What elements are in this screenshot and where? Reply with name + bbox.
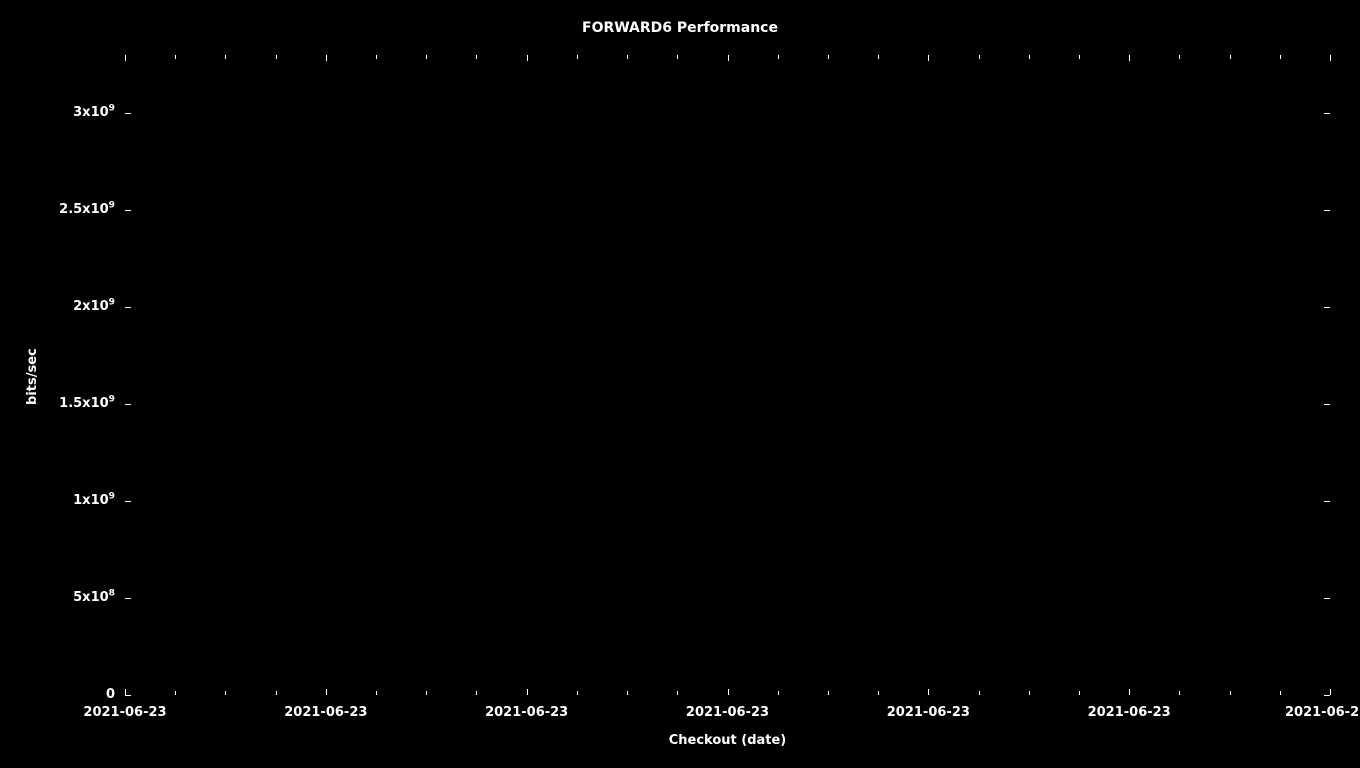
y-tick-label: 1.5x109 <box>59 396 115 411</box>
y-tick-mark <box>1324 210 1330 211</box>
y-tick-mark <box>1324 598 1330 599</box>
x-tick-label: 2021-06-23 <box>266 705 386 720</box>
x-tick-mark <box>326 689 327 695</box>
x-minor-tick-mark <box>1029 55 1030 59</box>
x-tick-label: 2021-06-23 <box>668 705 788 720</box>
x-minor-tick-mark <box>828 55 829 59</box>
x-minor-tick-mark <box>1079 691 1080 695</box>
x-tick-label: 2021-06-23 <box>65 705 185 720</box>
x-tick-mark <box>125 55 126 61</box>
x-tick-mark <box>1129 55 1130 61</box>
y-axis-label: bits/sec <box>25 348 40 405</box>
x-minor-tick-mark <box>1179 691 1180 695</box>
y-tick-mark <box>1324 695 1330 696</box>
x-minor-tick-mark <box>476 55 477 59</box>
y-tick-mark <box>1324 113 1330 114</box>
x-tick-mark <box>326 55 327 61</box>
y-tick-label: 0 <box>106 687 115 702</box>
y-tick-label: 3x109 <box>73 105 115 120</box>
x-minor-tick-mark <box>1230 55 1231 59</box>
y-tick-label: 2.5x109 <box>59 202 115 217</box>
x-minor-tick-mark <box>627 55 628 59</box>
x-tick-mark <box>527 689 528 695</box>
x-minor-tick-mark <box>376 691 377 695</box>
x-axis-label: Checkout (date) <box>125 733 1330 748</box>
x-tick-label: 2021-06-23 <box>868 705 988 720</box>
y-tick-label: 1x109 <box>73 493 115 508</box>
y-tick-mark <box>125 113 131 114</box>
x-tick-mark <box>928 689 929 695</box>
y-tick-mark <box>125 404 131 405</box>
x-tick-label: 2021-06-23 <box>467 705 587 720</box>
x-minor-tick-mark <box>1280 55 1281 59</box>
y-tick-mark <box>1324 307 1330 308</box>
x-minor-tick-mark <box>677 691 678 695</box>
x-tick-mark <box>728 689 729 695</box>
x-minor-tick-mark <box>1179 55 1180 59</box>
x-minor-tick-mark <box>276 55 277 59</box>
x-tick-mark <box>928 55 929 61</box>
x-minor-tick-mark <box>979 55 980 59</box>
x-minor-tick-mark <box>426 691 427 695</box>
chart-title: FORWARD6 Performance <box>0 20 1360 36</box>
y-tick-mark <box>125 307 131 308</box>
x-minor-tick-mark <box>1230 691 1231 695</box>
x-tick-mark <box>1129 689 1130 695</box>
x-minor-tick-mark <box>1029 691 1030 695</box>
y-tick-mark <box>125 695 131 696</box>
x-minor-tick-mark <box>677 55 678 59</box>
x-minor-tick-mark <box>476 691 477 695</box>
x-tick-mark <box>125 689 126 695</box>
x-minor-tick-mark <box>225 55 226 59</box>
x-minor-tick-mark <box>577 55 578 59</box>
performance-chart: FORWARD6 Performance bits/sec Checkout (… <box>0 0 1360 768</box>
y-tick-mark <box>125 210 131 211</box>
x-minor-tick-mark <box>1079 55 1080 59</box>
x-tick-mark <box>1330 689 1331 695</box>
x-minor-tick-mark <box>979 691 980 695</box>
x-minor-tick-mark <box>376 55 377 59</box>
x-tick-mark <box>1330 55 1331 61</box>
x-minor-tick-mark <box>778 55 779 59</box>
x-minor-tick-mark <box>878 55 879 59</box>
y-tick-mark <box>125 501 131 502</box>
x-minor-tick-mark <box>828 691 829 695</box>
y-tick-mark <box>1324 501 1330 502</box>
y-tick-mark <box>1324 404 1330 405</box>
x-minor-tick-mark <box>175 55 176 59</box>
y-tick-mark <box>125 598 131 599</box>
x-tick-mark <box>527 55 528 61</box>
y-tick-label: 2x109 <box>73 299 115 314</box>
x-minor-tick-mark <box>225 691 226 695</box>
x-minor-tick-mark <box>276 691 277 695</box>
x-minor-tick-mark <box>627 691 628 695</box>
x-minor-tick-mark <box>426 55 427 59</box>
x-tick-label: 2021-06-2 <box>1285 705 1360 720</box>
x-minor-tick-mark <box>1280 691 1281 695</box>
x-tick-mark <box>728 55 729 61</box>
x-minor-tick-mark <box>577 691 578 695</box>
x-minor-tick-mark <box>878 691 879 695</box>
x-tick-label: 2021-06-23 <box>1069 705 1189 720</box>
y-tick-label: 5x108 <box>73 590 115 605</box>
x-minor-tick-mark <box>175 691 176 695</box>
x-minor-tick-mark <box>778 691 779 695</box>
